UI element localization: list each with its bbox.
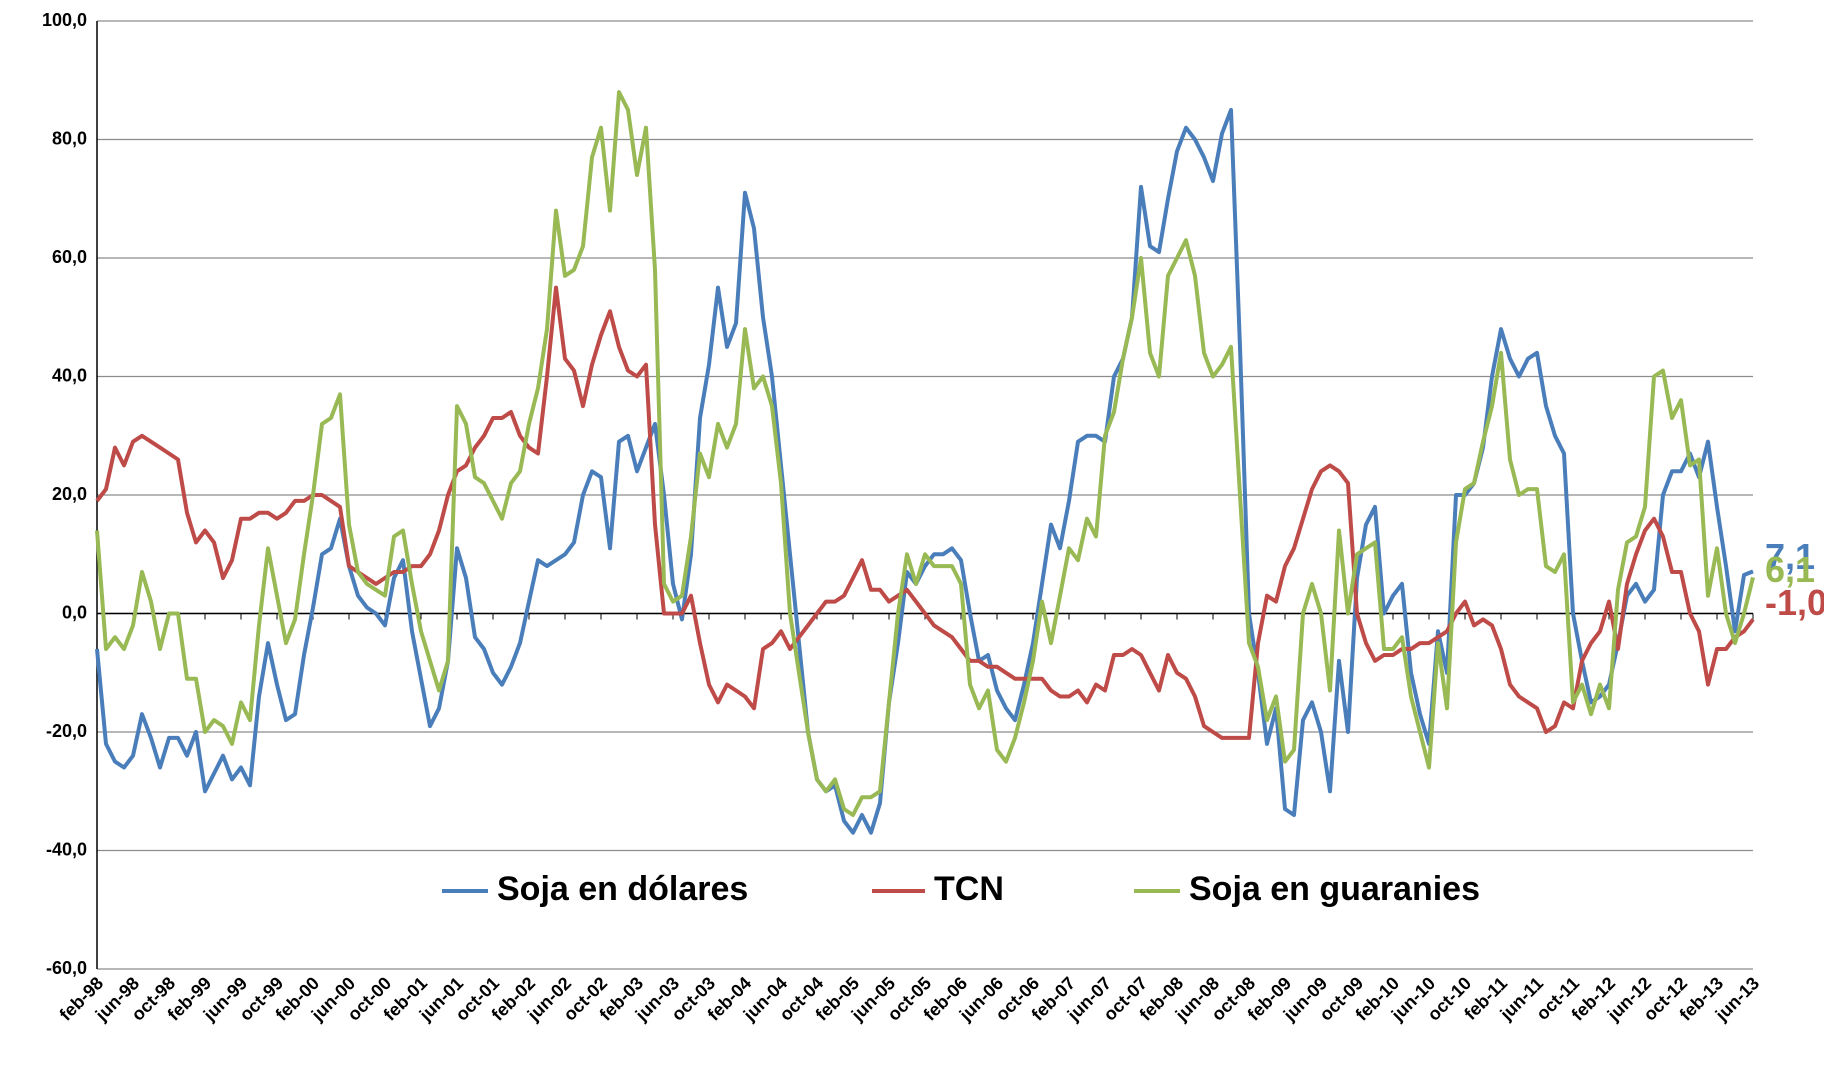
value-label: 6,1 [1765, 549, 1815, 590]
y-tick-label: 60,0 [52, 247, 87, 267]
y-tick-label: -20,0 [46, 721, 87, 741]
y-tick-label: 100,0 [42, 10, 87, 30]
value-label: -1,0 [1765, 582, 1824, 623]
y-tick-label: 0,0 [62, 602, 87, 622]
value-label: 7,1 [1765, 536, 1815, 577]
y-tick-label: 80,0 [52, 128, 87, 148]
series-line [95, 285, 1755, 740]
y-tick-label: -40,0 [46, 839, 87, 859]
y-tick-label: -60,0 [46, 958, 87, 978]
y-tick-label: 20,0 [52, 484, 87, 504]
series-line [95, 90, 1755, 817]
legend-label: TCN [934, 870, 1004, 908]
legend-label: Soja en guaranies [1189, 870, 1480, 908]
legend-label: Soja en dólares [497, 870, 748, 908]
y-tick-label: 40,0 [52, 365, 87, 385]
